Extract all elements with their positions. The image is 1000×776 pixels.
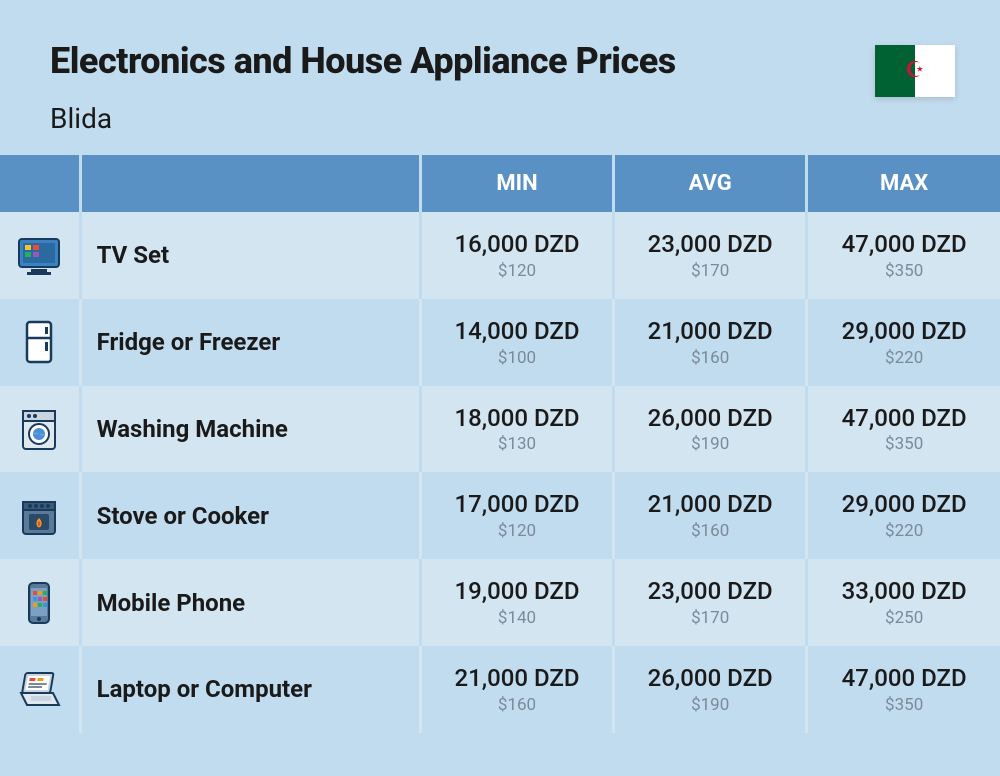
avg-main: 26,000 DZD: [625, 404, 795, 433]
min-sub: $140: [432, 608, 602, 628]
min-sub: $120: [432, 521, 602, 541]
item-name: Laptop or Computer: [80, 646, 420, 733]
page-subtitle: Blida: [50, 102, 950, 135]
min-cell: 19,000 DZD $140: [420, 559, 613, 646]
item-name: Fridge or Freezer: [80, 299, 420, 386]
max-cell: 47,000 DZD $350: [807, 646, 1000, 733]
avg-sub: $170: [625, 261, 795, 281]
table-row: Mobile Phone 19,000 DZD $140 23,000 DZD …: [0, 559, 1000, 646]
item-name: TV Set: [80, 212, 420, 299]
header-name-col: [80, 155, 420, 212]
max-cell: 47,000 DZD $350: [807, 386, 1000, 473]
min-cell: 17,000 DZD $120: [420, 472, 613, 559]
avg-cell: 26,000 DZD $190: [614, 386, 807, 473]
table-row: Washing Machine 18,000 DZD $130 26,000 D…: [0, 386, 1000, 473]
avg-main: 23,000 DZD: [625, 577, 795, 606]
table-row: TV Set 16,000 DZD $120 23,000 DZD $170 4…: [0, 212, 1000, 299]
min-cell: 16,000 DZD $120: [420, 212, 613, 299]
min-cell: 21,000 DZD $160: [420, 646, 613, 733]
max-main: 29,000 DZD: [818, 317, 990, 346]
min-sub: $120: [432, 261, 602, 281]
avg-cell: 23,000 DZD $170: [614, 212, 807, 299]
avg-cell: 21,000 DZD $160: [614, 472, 807, 559]
min-sub: $160: [432, 695, 602, 715]
max-sub: $220: [818, 521, 990, 541]
min-cell: 18,000 DZD $130: [420, 386, 613, 473]
avg-cell: 21,000 DZD $160: [614, 299, 807, 386]
header-icon-col: [0, 155, 80, 212]
min-cell: 14,000 DZD $100: [420, 299, 613, 386]
fridge-icon: [0, 299, 80, 386]
avg-main: 26,000 DZD: [625, 664, 795, 693]
item-name: Stove or Cooker: [80, 472, 420, 559]
avg-cell: 23,000 DZD $170: [614, 559, 807, 646]
max-sub: $250: [818, 608, 990, 628]
max-main: 33,000 DZD: [818, 577, 990, 606]
min-main: 18,000 DZD: [432, 404, 602, 433]
item-name: Mobile Phone: [80, 559, 420, 646]
algeria-flag-icon: ☪: [875, 45, 955, 97]
min-main: 19,000 DZD: [432, 577, 602, 606]
max-sub: $350: [818, 695, 990, 715]
avg-sub: $190: [625, 434, 795, 454]
max-cell: 47,000 DZD $350: [807, 212, 1000, 299]
min-sub: $100: [432, 348, 602, 368]
tv-icon: [0, 212, 80, 299]
table-header-row: MIN AVG MAX: [0, 155, 1000, 212]
washer-icon: [0, 386, 80, 473]
header-avg: AVG: [614, 155, 807, 212]
max-sub: $350: [818, 434, 990, 454]
item-name: Washing Machine: [80, 386, 420, 473]
max-main: 29,000 DZD: [818, 490, 990, 519]
header: Electronics and House Appliance Prices B…: [0, 0, 1000, 155]
max-cell: 29,000 DZD $220: [807, 472, 1000, 559]
page-title: Electronics and House Appliance Prices: [50, 40, 950, 82]
avg-main: 21,000 DZD: [625, 490, 795, 519]
min-main: 16,000 DZD: [432, 230, 602, 259]
avg-main: 23,000 DZD: [625, 230, 795, 259]
max-main: 47,000 DZD: [818, 230, 990, 259]
max-main: 47,000 DZD: [818, 404, 990, 433]
header-max: MAX: [807, 155, 1000, 212]
header-min: MIN: [420, 155, 613, 212]
min-main: 17,000 DZD: [432, 490, 602, 519]
stove-icon: [0, 472, 80, 559]
table-row: Stove or Cooker 17,000 DZD $120 21,000 D…: [0, 472, 1000, 559]
table-row: Fridge or Freezer 14,000 DZD $100 21,000…: [0, 299, 1000, 386]
avg-sub: $170: [625, 608, 795, 628]
min-sub: $130: [432, 434, 602, 454]
avg-sub: $160: [625, 521, 795, 541]
max-main: 47,000 DZD: [818, 664, 990, 693]
avg-main: 21,000 DZD: [625, 317, 795, 346]
phone-icon: [0, 559, 80, 646]
avg-cell: 26,000 DZD $190: [614, 646, 807, 733]
max-cell: 33,000 DZD $250: [807, 559, 1000, 646]
avg-sub: $160: [625, 348, 795, 368]
min-main: 21,000 DZD: [432, 664, 602, 693]
min-main: 14,000 DZD: [432, 317, 602, 346]
max-sub: $220: [818, 348, 990, 368]
max-cell: 29,000 DZD $220: [807, 299, 1000, 386]
max-sub: $350: [818, 261, 990, 281]
avg-sub: $190: [625, 695, 795, 715]
table-row: Laptop or Computer 21,000 DZD $160 26,00…: [0, 646, 1000, 733]
laptop-icon: [0, 646, 80, 733]
price-table: MIN AVG MAX TV Set 16,000 DZD $120 23,00…: [0, 155, 1000, 733]
